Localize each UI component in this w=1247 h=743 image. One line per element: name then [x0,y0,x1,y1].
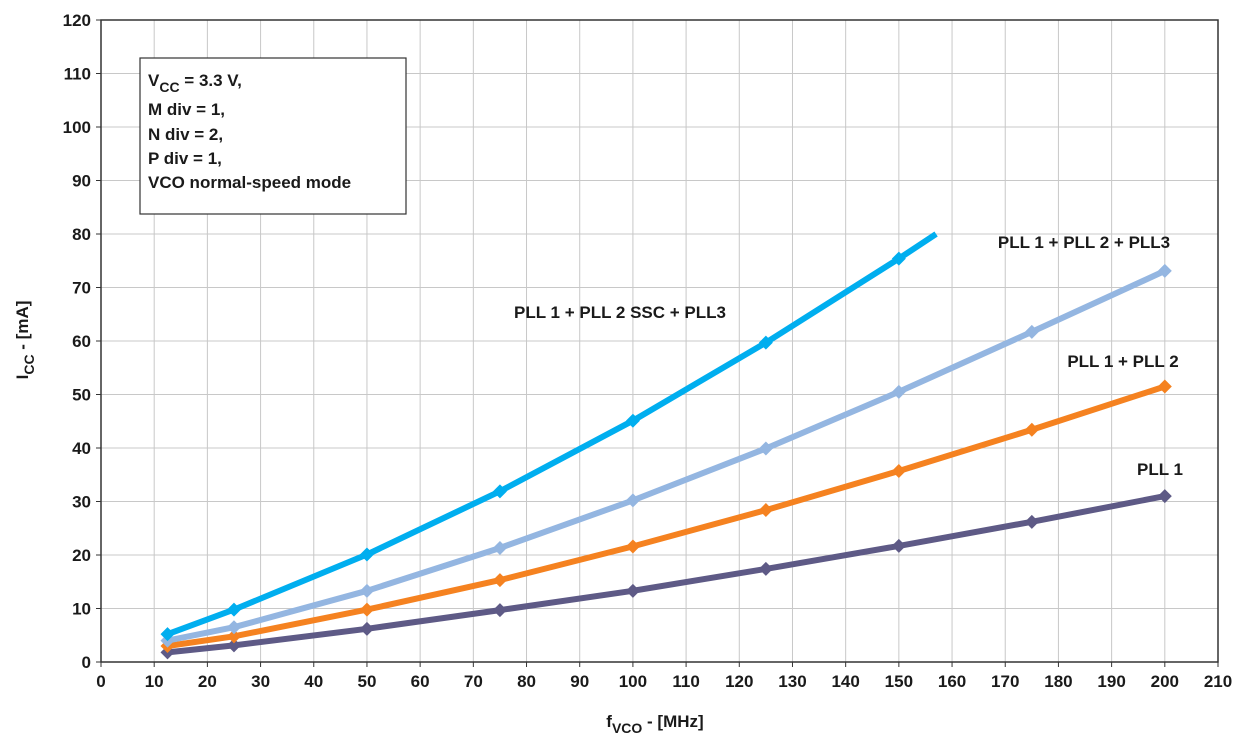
x-tick-label: 60 [411,672,430,691]
data-point [891,251,906,266]
x-tick-label: 170 [991,672,1019,691]
y-tick-label: 0 [82,653,91,672]
data-point [359,547,374,562]
y-axis-title: ICC - [mA] [13,301,37,380]
y-tick-label: 90 [72,172,91,191]
series-labels: PLL 1 + PLL 2 SSC + PLL3 PLL 1 + PLL 2 + … [514,233,1183,479]
x-tick-label: 110 [672,672,699,691]
x-tick-label: 120 [725,672,753,691]
data-point [226,620,241,635]
data-point [625,583,640,598]
data-point [492,603,507,618]
series-layer [160,231,1172,660]
series-line [166,231,938,638]
data-point [492,484,507,499]
data-point [625,493,640,508]
data-point [1157,263,1172,278]
series-label: PLL 1 + PLL 2 + PLL3 [998,233,1170,252]
x-tick-label: 210 [1204,672,1232,691]
data-point [359,621,374,636]
x-tick-label: 40 [304,672,323,691]
y-tick-label: 10 [72,600,91,619]
annotation-line-mode: VCO normal-speed mode [148,173,351,192]
x-tick-label: 0 [96,672,105,691]
x-tick-label: 80 [517,672,536,691]
data-point [226,629,241,644]
data-point [625,413,640,428]
data-point [359,583,374,598]
data-point [492,573,507,588]
x-tick-label: 100 [619,672,647,691]
data-point [226,602,241,617]
data-point [1024,422,1039,437]
y-tick-label: 120 [63,11,91,30]
annotation-line-ndiv: N div = 2, [148,125,223,144]
annotation-line-mdiv: M div = 1, [148,100,225,119]
data-point [891,384,906,399]
y-tick-label: 70 [72,279,91,298]
y-axis-ticks: 0 10 20 30 40 50 60 70 80 90 100 110 120 [63,11,101,672]
y-tick-label: 110 [64,65,91,84]
x-tick-label: 160 [938,672,966,691]
data-point [1157,489,1172,504]
x-tick-label: 10 [145,672,164,691]
data-point [1157,379,1172,394]
x-axis-title: fVCO - [MHz] [606,712,703,736]
y-tick-label: 40 [72,439,91,458]
data-point [1024,514,1039,529]
series-label: PLL 1 + PLL 2 [1067,352,1178,371]
data-point [226,638,241,653]
y-tick-label: 100 [63,118,91,137]
x-tick-label: 140 [831,672,859,691]
data-point [758,561,773,576]
y-tick-label: 50 [72,386,91,405]
data-point [891,538,906,553]
x-tick-label: 70 [464,672,483,691]
x-tick-label: 50 [357,672,376,691]
data-point [359,602,374,617]
x-axis-ticks: 0 10 20 30 40 50 60 70 80 90 100 110 120 130 140 150 160… [96,662,1232,691]
data-point [758,503,773,518]
series-3 [160,489,1172,660]
x-tick-label: 30 [251,672,270,691]
x-tick-label: 190 [1097,672,1125,691]
series-label: PLL 1 + PLL 2 SSC + PLL3 [514,303,726,322]
data-point [758,441,773,456]
x-tick-label: 150 [885,672,913,691]
data-point [1024,324,1039,339]
series-0 [160,231,938,642]
data-point [492,541,507,556]
data-point [160,627,175,642]
x-tick-label: 180 [1044,672,1072,691]
series-label: PLL 1 [1137,460,1183,479]
data-point [891,464,906,479]
y-tick-label: 60 [72,332,91,351]
annotation-line-vcc: VCC = 3.3 V, [148,71,242,95]
data-point [758,335,773,350]
y-tick-label: 80 [72,225,91,244]
x-tick-label: 130 [778,672,806,691]
annotation-box: VCC = 3.3 V, M div = 1, N div = 2, P div… [139,57,407,215]
x-tick-label: 200 [1151,672,1179,691]
y-tick-label: 30 [72,493,91,512]
x-tick-label: 90 [570,672,589,691]
annotation-frame [139,57,407,215]
y-tick-label: 20 [72,546,91,565]
x-tick-label: 20 [198,672,217,691]
data-point [625,539,640,554]
annotation-line-pdiv: P div = 1, [148,149,222,168]
